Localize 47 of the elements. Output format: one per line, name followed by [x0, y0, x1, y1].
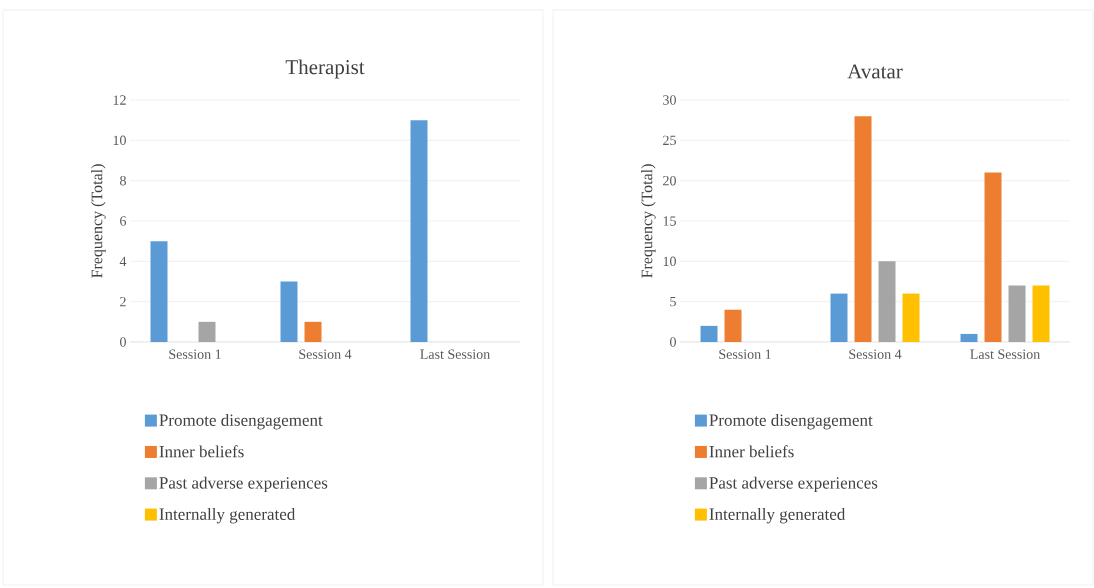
- bar: [410, 120, 428, 342]
- legend-label: Past adverse experiences: [159, 476, 328, 493]
- bar: [878, 261, 896, 342]
- y-tick-label: 10: [113, 135, 126, 146]
- legend-label: Promote disengagement: [159, 413, 323, 430]
- bar: [1032, 285, 1050, 342]
- y-tick-label: 5: [670, 297, 676, 307]
- bar: [854, 116, 872, 342]
- x-tick-label: Session 4: [849, 349, 902, 359]
- bar: [960, 333, 978, 342]
- bar: [150, 241, 168, 342]
- x-tick-label: Last Session: [420, 349, 490, 359]
- bar: [724, 309, 742, 342]
- bar: [700, 325, 718, 342]
- bar: [280, 281, 298, 342]
- legend-label: Promote disengagement: [709, 413, 873, 430]
- y-tick-label: 30: [663, 95, 676, 105]
- legend-label: Inner beliefs: [159, 445, 244, 458]
- bar: [1008, 285, 1026, 342]
- y-tick-label: 10: [663, 256, 676, 267]
- chart-title: Therapist: [285, 59, 365, 79]
- legend-label: Past adverse experiences: [709, 476, 878, 493]
- y-tick-label: 4: [119, 256, 127, 266]
- y-tick-label: 12: [113, 95, 126, 105]
- y-axis-title: Frequency (Total): [641, 164, 656, 278]
- y-tick-label: 0: [670, 337, 676, 347]
- bar: [198, 321, 216, 342]
- chart-title: Avatar: [847, 64, 903, 79]
- bar: [304, 321, 322, 342]
- x-tick-label: Last Session: [970, 349, 1040, 359]
- y-tick-label: 8: [120, 175, 126, 186]
- y-tick-label: 25: [663, 135, 676, 146]
- x-tick-label: Session 4: [299, 349, 352, 359]
- bar: [830, 293, 848, 342]
- y-tick-label: 0: [120, 337, 126, 347]
- legend-label: Internally generated: [159, 507, 296, 524]
- bar: [984, 172, 1002, 342]
- x-tick-label: Session 1: [169, 349, 221, 359]
- y-tick-label: 20: [663, 175, 676, 186]
- y-tick-label: 2: [120, 297, 126, 307]
- y-tick-label: 15: [663, 216, 676, 226]
- bar: [902, 293, 920, 342]
- x-tick-label: Session 1: [719, 349, 771, 359]
- legend-label: Internally generated: [709, 507, 846, 524]
- y-axis-title: Frequency (Total): [91, 164, 106, 278]
- y-tick-label: 6: [120, 216, 127, 226]
- legend-label: Inner beliefs: [709, 445, 794, 458]
